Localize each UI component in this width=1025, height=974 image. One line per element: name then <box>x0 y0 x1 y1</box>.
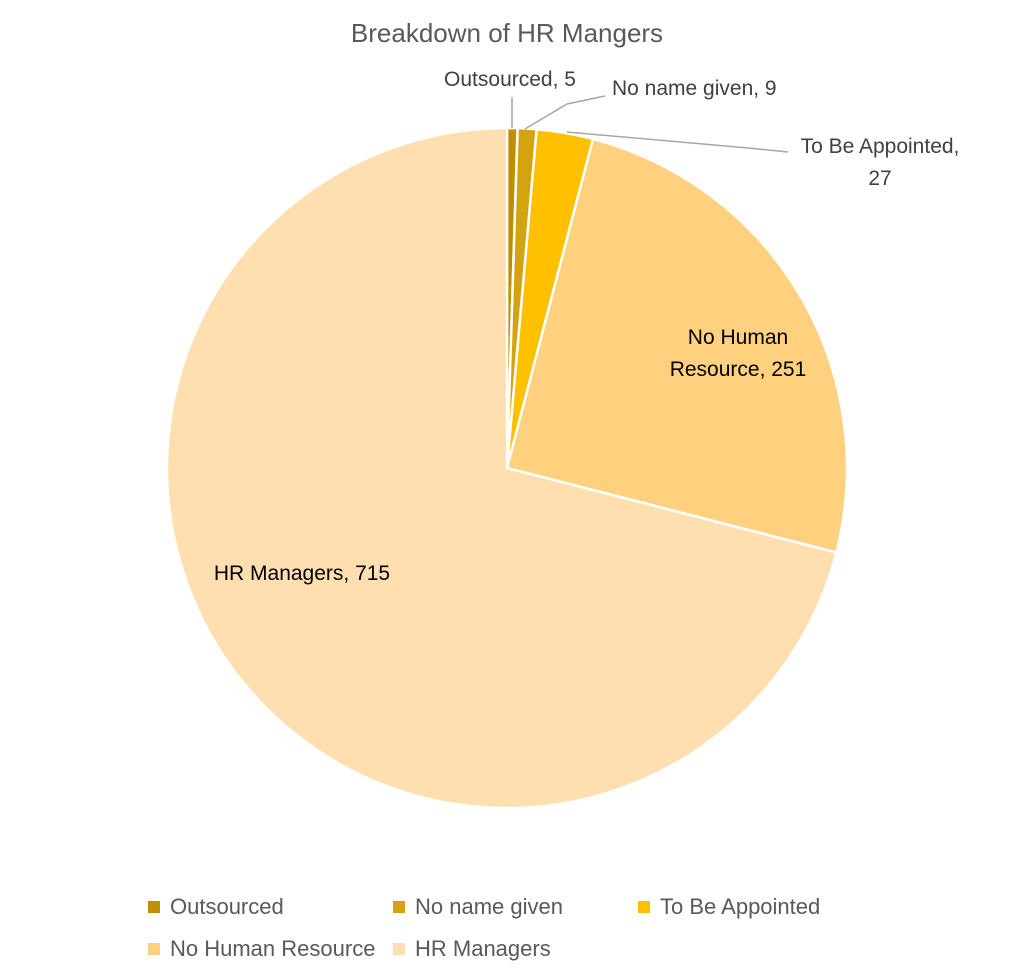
data-label-line: No Human <box>688 326 788 349</box>
data-label-hr-managers: HR Managers, 715 <box>214 562 390 585</box>
pie-slice-no-human-resource <box>505 137 849 555</box>
leader-lines <box>511 95 789 153</box>
pie-chart: Breakdown of HR Mangers Outsourced, 5 No … <box>165 18 960 810</box>
legend-item-to-be-appointed: To Be Appointed <box>638 890 888 924</box>
legend-row: No Human Resource HR Managers <box>148 932 888 966</box>
leader-line-to-be-appointed <box>566 131 789 153</box>
data-label-line: To Be Appointed, <box>801 135 960 158</box>
pie-slices <box>165 126 849 810</box>
legend-label-hr-managers: HR Managers <box>415 936 551 961</box>
legend-label-to-be-appointed: To Be Appointed <box>660 894 821 919</box>
chart-legend: Outsourced No name given To Be Appointed… <box>148 890 888 974</box>
legend-label-outsourced: Outsourced <box>170 894 284 919</box>
legend-row: Outsourced No name given To Be Appointed <box>148 890 888 924</box>
legend-item-no-name-given: No name given <box>393 890 638 924</box>
data-label-no-name-given: No name given, 9 <box>612 77 777 100</box>
chart-title: Breakdown of HR Mangers <box>351 18 663 48</box>
legend-item-hr-managers: HR Managers <box>393 932 638 966</box>
data-label-line: Resource, 251 <box>670 358 807 381</box>
pie-slice-hr-managers <box>165 126 838 810</box>
legend-label-no-human-resource: No Human Resource <box>170 936 376 961</box>
legend-item-outsourced: Outsourced <box>148 890 393 924</box>
data-label-line: No name given, 9 <box>612 77 777 100</box>
data-label-line: Outsourced, 5 <box>444 68 576 91</box>
legend-swatch-hr-managers <box>393 943 405 955</box>
data-label-line: HR Managers, 715 <box>214 562 390 585</box>
data-label-outsourced: Outsourced, 5 <box>444 68 576 91</box>
legend-swatch-no-name-given <box>393 901 405 913</box>
data-label-no-human-resource: No Human Resource, 251 <box>670 326 807 381</box>
legend-label-no-name-given: No name given <box>415 894 563 919</box>
data-label-to-be-appointed: To Be Appointed, 27 <box>801 135 960 190</box>
legend-swatch-outsourced <box>148 901 160 913</box>
legend-item-no-human-resource: No Human Resource <box>148 932 393 966</box>
data-labels: Outsourced, 5 No name given, 9 To Be Appoi… <box>214 68 960 585</box>
leader-line-no-name-given <box>524 95 606 130</box>
legend-swatch-to-be-appointed <box>638 901 650 913</box>
data-label-line: 27 <box>868 167 891 190</box>
legend-swatch-no-human-resource <box>148 943 160 955</box>
